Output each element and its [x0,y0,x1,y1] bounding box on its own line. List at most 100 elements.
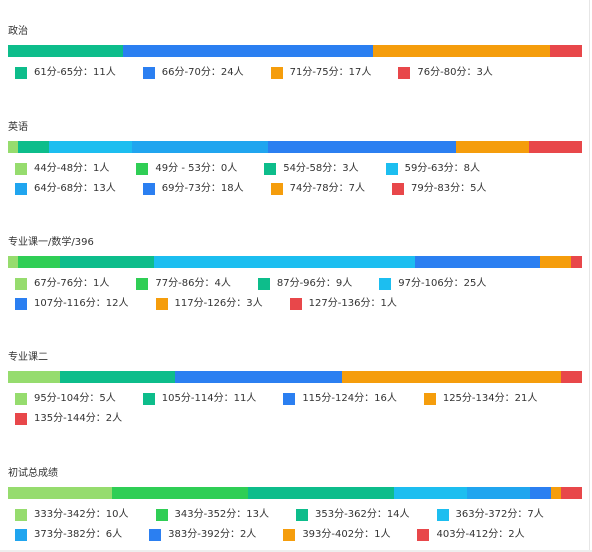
legend-label: 333分-342分：10人 [34,509,129,520]
legend-label: 393分-402分：1人 [302,529,391,540]
legend-item[interactable]: 59分-63分：8人 [385,159,481,179]
legend-label: 67分-76分：1人 [34,278,110,289]
legend-item[interactable]: 393分-402分：1人 [283,525,390,545]
legend-label: 107分-116分：12人 [34,298,129,309]
legend-item[interactable]: 61分-65分：11人 [15,63,116,83]
bar-segment [248,487,394,499]
legend-item[interactable]: 403分-412分：2人 [417,525,525,545]
legend-swatch [15,163,27,175]
legend-swatch [392,183,405,195]
legend-item[interactable]: 74分-78分：7人 [270,179,365,199]
legend-swatch [417,529,430,541]
legend-swatch [15,393,27,405]
legend-label: 77分-86分：4人 [155,278,231,289]
chart-title: 初试总成绩 [8,468,58,479]
legend-label: 79分-83分：5人 [411,183,487,194]
legend-item[interactable]: 95分-104分：5人 [15,389,116,409]
bar-segment [8,256,18,268]
legend-item[interactable]: 353分-362分：14人 [296,505,410,525]
legend-swatch [15,529,27,541]
bar-segment [8,141,18,153]
legend-label: 87分-96分：9人 [276,278,353,289]
chart-english: 英语 44分-48分：1人 49分 - 53分：0人 54分-58分：3人 59分-6… [8,122,582,199]
legend-label: 54分-58分：3人 [283,163,359,174]
right-divider [589,0,590,552]
legend-swatch [15,278,27,290]
legend-item[interactable]: 44分-48分：1人 [15,159,109,179]
legend-label: 125分-134分：21人 [442,393,538,404]
legend-label: 71分-75分：17人 [289,67,372,78]
legend-swatch [142,67,155,79]
legend-item[interactable]: 69分-73分：18人 [142,179,244,199]
bar-segment [530,487,551,499]
legend-label: 115分-124分：16人 [302,393,397,404]
legend-swatch [270,183,283,195]
bar-segment [268,141,456,153]
chart-major-two: 专业课二 95分-104分：5人 105分-114分：11人 115分-124分：1… [8,352,582,429]
legend-item[interactable]: 107分-116分：12人 [15,294,129,314]
chart-total-score: 初试总成绩 333分-342分：10人 343分-352分：13人 353分-362… [8,468,582,545]
legend-label: 76分-80分：3人 [417,67,493,78]
chart-title: 政治 [8,26,28,37]
legend-item[interactable]: 105分-114分：11人 [142,389,256,409]
legend-swatch [142,183,155,195]
legend-swatch [15,298,27,310]
legend-item[interactable]: 54分-58分：3人 [264,159,359,179]
chart-title: 专业课二 [8,352,48,363]
bar-segment [49,141,132,153]
legend-item[interactable]: 49分 - 53分：0人 [136,159,237,179]
legend-item[interactable]: 125分-134分：21人 [423,389,538,409]
legend-label: 97分-106分：25人 [398,278,487,289]
stacked-bar [8,256,582,268]
legend-item[interactable]: 117分-126分：3人 [155,294,263,314]
legend-label: 95分-104分：5人 [34,393,116,404]
legend-item[interactable]: 363分-372分：7人 [436,505,544,525]
legend-item[interactable]: 333分-342分：10人 [15,505,129,525]
stacked-bar [8,141,582,153]
legend-item[interactable]: 373分-382分：6人 [15,525,122,545]
legend-item[interactable]: 71分-75分：17人 [270,63,372,83]
legend-swatch [436,509,449,521]
bar-segment [8,45,123,57]
bottom-divider [0,550,592,552]
legend-label: 363分-372分：7人 [455,509,544,520]
legend-label: 403分-412分：2人 [436,529,525,540]
legend-item[interactable]: 87分-96分：9人 [257,274,353,294]
bar-segment [8,487,112,499]
legend-item[interactable]: 79分-83分：5人 [392,179,486,199]
legend-label: 66分-70分：24人 [161,67,244,78]
legend-item[interactable]: 115分-124分：16人 [283,389,397,409]
legend-swatch [257,278,270,290]
legend-item[interactable]: 343分-352分：13人 [155,505,269,525]
legend-label: 44分-48分：1人 [34,163,110,174]
legend-swatch [15,183,27,195]
legend-item[interactable]: 135分-144分：2人 [15,409,122,429]
legend-swatch [385,163,398,175]
legend: 44分-48分：1人 49分 - 53分：0人 54分-58分：3人 59分-63分：… [8,159,582,199]
legend-swatch [136,163,149,175]
legend: 67分-76分：1人 77分-86分：4人 87分-96分：9人 97分-106分：2… [8,274,582,314]
legend-label: 135分-144分：2人 [34,413,123,424]
legend-item[interactable]: 97分-106分：25人 [379,274,486,294]
bar-segment [373,45,550,57]
bar-segment [571,256,582,268]
legend-item[interactable]: 76分-80分：3人 [398,63,493,83]
stacked-bar [8,371,582,383]
legend-label: 353分-362分：14人 [315,509,410,520]
legend-item[interactable]: 67分-76分：1人 [15,274,109,294]
legend-label: 64分-68分：13人 [34,183,116,194]
bar-segment [561,371,582,383]
legend-item[interactable]: 127分-136分：1人 [289,294,397,314]
legend-label: 59分-63分：8人 [404,163,481,174]
legend-item[interactable]: 64分-68分：13人 [15,179,116,199]
legend: 61分-65分：11人 66分-70分：24人 71分-75分：17人 76分-80分… [8,63,582,83]
legend-item[interactable]: 383分-392分：2人 [149,525,256,545]
bar-segment [18,256,60,268]
bar-segment [175,371,342,383]
legend-item[interactable]: 66分-70分：24人 [142,63,244,83]
legend-label: 61分-65分：11人 [34,67,116,78]
chart-title: 英语 [8,122,28,133]
bar-segment [112,487,248,499]
bar-segment [342,371,561,383]
legend-item[interactable]: 77分-86分：4人 [136,274,231,294]
